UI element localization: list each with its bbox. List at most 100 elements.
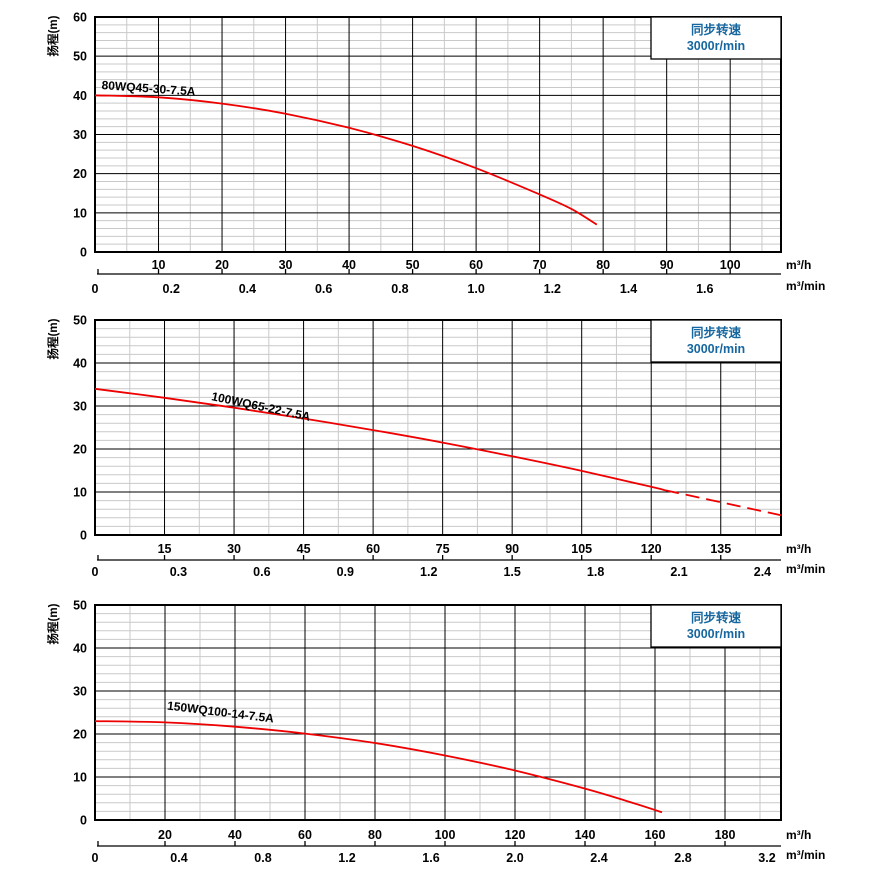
x-tick-label-m3h: 120 bbox=[641, 542, 662, 556]
x-tick-label-m3min: 0.6 bbox=[315, 282, 332, 296]
x-tick-label-m3min: 0 bbox=[92, 282, 99, 296]
pump-curve bbox=[94, 387, 666, 492]
x-tick-label-m3min: 2.4 bbox=[590, 851, 607, 865]
y-tick-label: 40 bbox=[73, 642, 87, 656]
pump-curve bbox=[94, 720, 663, 814]
y-tick-label: 50 bbox=[73, 50, 87, 64]
plot-border bbox=[94, 319, 782, 536]
y-axis-title: 扬程(m) bbox=[46, 318, 60, 359]
sync-speed-label: 同步转速 bbox=[691, 325, 742, 340]
y-tick-label: 0 bbox=[80, 529, 87, 543]
x-tick-label-m3h: 15 bbox=[158, 542, 172, 556]
y-tick-label: 20 bbox=[73, 728, 87, 742]
x-tick-label-m3min: 1.2 bbox=[544, 282, 561, 296]
x-tick-label-m3h: 20 bbox=[215, 258, 229, 272]
y-tick-label: 30 bbox=[73, 685, 87, 699]
x-tick-label-m3min: 1.2 bbox=[420, 565, 437, 579]
x-tick-label-m3min: 1.0 bbox=[467, 282, 484, 296]
x-tick-label-m3h: 135 bbox=[710, 542, 731, 556]
major-grid bbox=[95, 320, 781, 535]
x-tick-label-m3min: 0.8 bbox=[391, 282, 408, 296]
sync-speed-label: 同步转速 bbox=[691, 22, 742, 37]
x-tick-label-m3h: 180 bbox=[715, 828, 736, 842]
curve-model-label: 150WQ100-14-7.5A bbox=[166, 699, 275, 726]
x-tick-label-m3h: 120 bbox=[505, 828, 526, 842]
sync-speed-box bbox=[650, 319, 782, 363]
x-tick-label-m3h: 100 bbox=[435, 828, 456, 842]
x-axis-unit-m3h: m³/h bbox=[786, 258, 811, 272]
sync-speed-box bbox=[650, 16, 782, 60]
x-tick-label-m3min: 1.2 bbox=[338, 851, 355, 865]
x-tick-label-m3h: 140 bbox=[575, 828, 596, 842]
y-tick-label: 10 bbox=[73, 771, 87, 785]
x-tick-label-m3h: 40 bbox=[342, 258, 356, 272]
x-tick-label-m3min: 1.6 bbox=[696, 282, 713, 296]
x-tick-label-m3min: 0.8 bbox=[254, 851, 271, 865]
x-tick-label-m3h: 30 bbox=[227, 542, 241, 556]
x-tick-label-m3min: 2.4 bbox=[754, 565, 771, 579]
x-tick-label-m3min: 0.9 bbox=[337, 565, 354, 579]
y-tick-label: 20 bbox=[73, 167, 87, 181]
pump-chart-2: 同步转速3000r/min100WQ65-22-7.5A01020304050扬… bbox=[46, 314, 825, 580]
x-tick-label-m3h: 90 bbox=[505, 542, 519, 556]
x-tick-label-m3h: 40 bbox=[228, 828, 242, 842]
x-tick-label-m3h: 30 bbox=[279, 258, 293, 272]
y-tick-label: 10 bbox=[73, 206, 87, 220]
x-tick-label-m3h: 90 bbox=[660, 258, 674, 272]
x-tick-label-m3min: 2.0 bbox=[506, 851, 523, 865]
x-tick-label-m3h: 80 bbox=[596, 258, 610, 272]
x-tick-label-m3min: 0.2 bbox=[163, 282, 180, 296]
x-tick-label-m3min: 2.1 bbox=[670, 565, 687, 579]
x-tick-label-m3min: 0.3 bbox=[170, 565, 187, 579]
major-grid bbox=[95, 605, 781, 820]
x-tick-label-m3h: 60 bbox=[366, 542, 380, 556]
sync-speed-box bbox=[650, 604, 782, 648]
x-tick-label-m3h: 80 bbox=[368, 828, 382, 842]
pump-chart-3: 同步转速 3000r/min 150WQ100-14-7.5A 0 10 20 30 40 50… bbox=[46, 599, 825, 866]
y-tick-label: 40 bbox=[73, 89, 87, 103]
x-tick-label-m3h: 70 bbox=[533, 258, 547, 272]
sync-speed-value: 3000r/min bbox=[687, 627, 745, 641]
major-grid bbox=[95, 17, 781, 252]
plot-border bbox=[94, 604, 782, 821]
x-tick-label-m3min: 0.4 bbox=[170, 851, 187, 865]
minor-grid bbox=[95, 320, 781, 535]
y-tick-label: 0 bbox=[80, 246, 87, 260]
y-axis-title: 扬程(m) bbox=[46, 603, 60, 644]
x-tick-label-m3h: 105 bbox=[571, 542, 592, 556]
x-tick-label-m3min: 3.2 bbox=[758, 851, 775, 865]
pump-curve-dashed-tail bbox=[664, 489, 782, 517]
x-tick-label-m3min: 1.6 bbox=[422, 851, 439, 865]
y-tick-label: 50 bbox=[73, 314, 87, 328]
x-tick-label-m3h: 20 bbox=[158, 828, 172, 842]
plot-border bbox=[94, 16, 782, 253]
x-tick-label-m3min: 1.8 bbox=[587, 565, 604, 579]
y-tick-label: 40 bbox=[73, 357, 87, 371]
x-tick-label-m3min: 0.6 bbox=[253, 565, 270, 579]
x-tick-label-m3h: 60 bbox=[469, 258, 483, 272]
x-tick-label-m3h: 160 bbox=[645, 828, 666, 842]
curve-model-label: 80WQ45-30-7.5A bbox=[101, 78, 196, 99]
x-tick-label-m3min: 1.5 bbox=[503, 565, 520, 579]
x-tick-label-m3min: 0.4 bbox=[239, 282, 256, 296]
pump-chart-1: 同步转速 3000r/min 80WQ45-30-7.5A 0 10 20 30 40 50 60… bbox=[46, 11, 825, 297]
x-axis-unit-m3min: m³/min bbox=[786, 848, 825, 862]
x-tick-label-m3min: 1.4 bbox=[620, 282, 637, 296]
y-tick-label: 10 bbox=[73, 486, 87, 500]
x-axis-unit-m3min: m³/min bbox=[786, 279, 825, 293]
x-tick-label-m3min: 0 bbox=[92, 851, 99, 865]
x-axis-unit-m3h: m³/h bbox=[786, 542, 811, 556]
x-tick-label-m3h: 50 bbox=[406, 258, 420, 272]
y-tick-label: 30 bbox=[73, 400, 87, 414]
x-tick-label-m3h: 100 bbox=[720, 258, 741, 272]
sync-speed-label: 同步转速 bbox=[691, 610, 742, 625]
sync-speed-value: 3000r/min bbox=[687, 39, 745, 53]
y-tick-label: 50 bbox=[73, 599, 87, 613]
y-tick-label: 60 bbox=[73, 11, 87, 25]
y-axis-title: 扬程(m) bbox=[46, 15, 60, 56]
x-tick-label-m3h: 10 bbox=[152, 258, 166, 272]
x-tick-label-m3h: 45 bbox=[297, 542, 311, 556]
x-axis-unit-m3min: m³/min bbox=[786, 562, 825, 576]
